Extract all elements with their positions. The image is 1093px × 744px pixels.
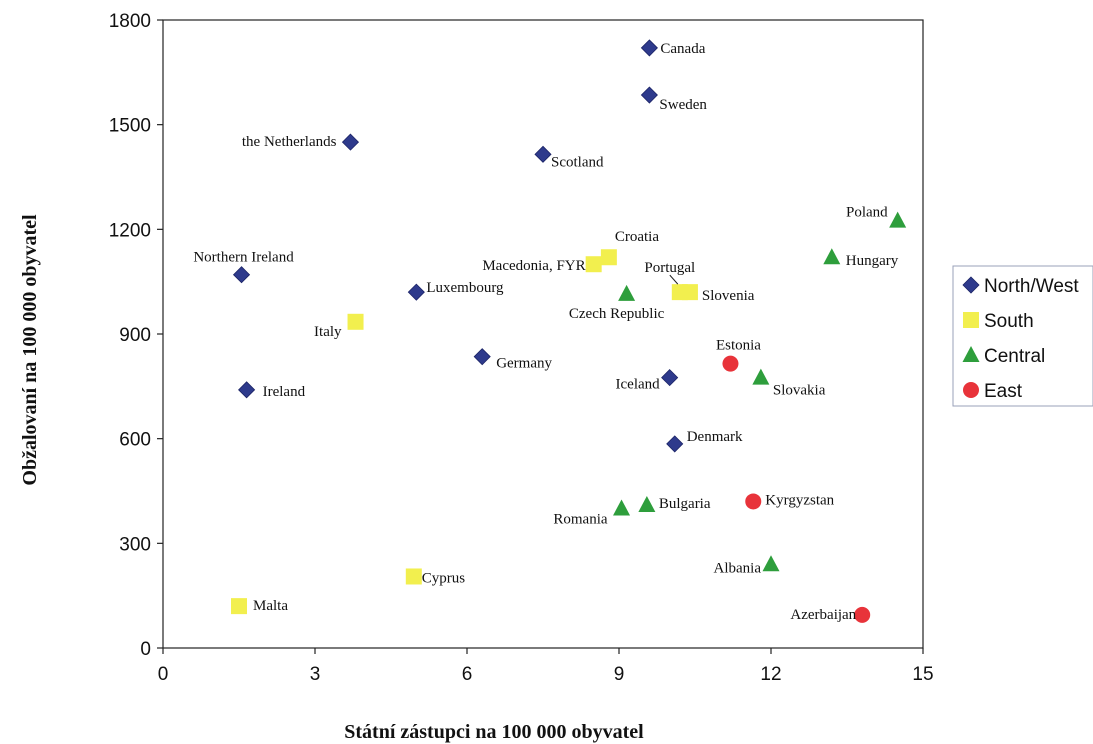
legend-marker: [963, 312, 979, 328]
point-labels: Canada Sweden the Netherlands Scotland North…: [193, 41, 898, 623]
point-label: Sweden: [659, 97, 707, 113]
x-tick-label: 9: [614, 664, 625, 685]
point-label: Czech Republic: [569, 306, 665, 322]
point-label: Portugal: [644, 260, 695, 276]
point-label: Slovenia: [702, 288, 755, 304]
data-point-iceland: [661, 369, 679, 387]
legend-label: North/West: [984, 276, 1079, 297]
y-tick-label: 600: [119, 430, 151, 451]
legend-marker: [962, 276, 980, 294]
axis-ticks: 0 3 6 9 12 15 0 300 600 900 1200 1500 1800: [109, 11, 934, 685]
point-label: Romania: [553, 511, 607, 527]
point-label: Cyprus: [422, 570, 466, 586]
y-tick-label: 0: [140, 639, 151, 660]
data-point-macedonia-fyr: [585, 256, 602, 273]
point-label: Croatia: [615, 229, 659, 245]
point-label: Denmark: [687, 429, 743, 445]
data-point-ireland: [238, 381, 256, 399]
data-point-sweden: [640, 86, 658, 104]
x-tick-label: 6: [462, 664, 473, 685]
data-point-denmark: [666, 435, 684, 453]
point-label: Kyrgyzstan: [765, 492, 834, 508]
data-point-northern-ireland: [232, 266, 251, 284]
point-label: Slovakia: [773, 383, 826, 399]
point-label: Luxembourg: [426, 280, 504, 296]
point-label: Estonia: [716, 338, 761, 354]
data-point-poland: [889, 211, 907, 228]
x-tick-label: 15: [912, 664, 933, 685]
legend-label: Central: [984, 346, 1045, 367]
x-tick-label: 12: [760, 664, 781, 685]
data-point-malta: [231, 598, 247, 615]
data-point-slovenia: [681, 284, 698, 301]
x-tick-label: 0: [158, 664, 169, 685]
point-label: Macedonia, FYR: [482, 258, 585, 274]
point-label: Azerbaijan: [790, 607, 856, 623]
data-point-germany: [473, 348, 491, 366]
legend-label: East: [984, 381, 1023, 402]
y-tick-label: 1500: [109, 116, 151, 137]
data-points: [231, 39, 907, 623]
data-point-scotland: [534, 145, 552, 163]
x-tick-label: 3: [310, 664, 321, 685]
data-point-czech-republic: [618, 284, 636, 301]
data-point-canada: [640, 39, 658, 57]
point-label: the Netherlands: [242, 134, 337, 150]
point-label: Poland: [846, 205, 888, 221]
point-label: Hungary: [846, 253, 899, 269]
data-point-cyprus: [405, 568, 422, 585]
data-point-romania: [613, 499, 631, 516]
y-axis-title: Obžalovaní na 100 000 obyvatel: [19, 214, 41, 486]
data-point-croatia: [600, 249, 617, 266]
point-label: Canada: [660, 41, 705, 57]
y-tick-label: 300: [119, 534, 151, 555]
data-point-estonia: [722, 355, 739, 372]
y-tick-label: 900: [119, 325, 151, 346]
point-label: Albania: [714, 560, 762, 576]
point-label: Italy: [314, 324, 342, 340]
data-point-albania: [762, 555, 780, 572]
point-label: Ireland: [263, 384, 306, 400]
y-tick-label: 1800: [109, 11, 151, 32]
data-point-luxembourg: [407, 283, 425, 301]
data-point-slovakia: [752, 368, 770, 385]
legend-marker: [962, 346, 980, 362]
data-point-the-netherlands: [341, 133, 360, 151]
plot-area: [162, 19, 924, 649]
point-label: Iceland: [616, 377, 661, 393]
data-point-hungary: [823, 248, 841, 265]
point-label: Northern Ireland: [193, 250, 294, 266]
data-point-kyrgyzstan: [745, 493, 762, 510]
legend-marker: [963, 382, 979, 398]
point-label: Bulgaria: [659, 496, 711, 512]
x-axis-title: Státní zástupci na 100 000 obyvatel: [344, 721, 644, 743]
point-label: Germany: [496, 356, 552, 372]
data-point-azerbaijan: [854, 606, 871, 623]
legend: North/West South Central East: [952, 265, 1093, 407]
data-point-italy: [347, 313, 364, 330]
point-label: Scotland: [551, 154, 604, 170]
legend-label: South: [984, 311, 1034, 332]
label-leader-line: [669, 274, 679, 285]
point-label: Malta: [253, 598, 288, 614]
legend-box: [952, 265, 1093, 407]
y-tick-label: 1200: [109, 220, 151, 241]
data-point-bulgaria: [638, 495, 656, 512]
